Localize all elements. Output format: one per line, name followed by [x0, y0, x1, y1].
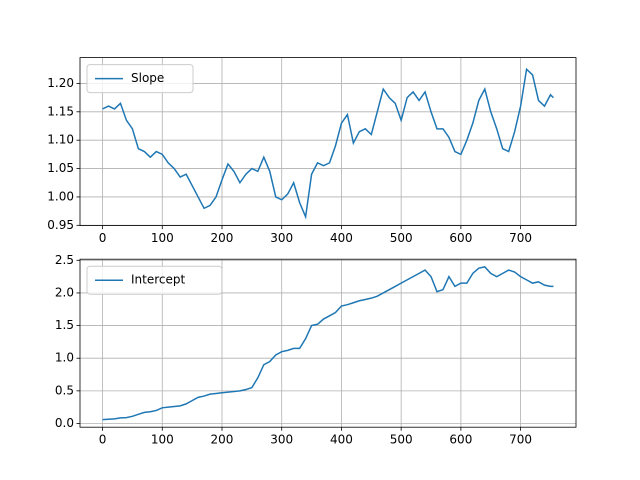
axes: 0 100 200 300 400 500 600 700 0.95 1.00 1.05 1.10 1.…	[47, 57, 577, 245]
x-tick-label: 700	[509, 433, 532, 447]
y-tick-label: 1.10	[47, 133, 74, 147]
legend-label: Intercept	[131, 273, 186, 287]
data-line	[102, 67, 554, 220]
y-tick-label: 1.05	[47, 161, 74, 175]
y-tick-label: 0.0	[55, 416, 74, 430]
y-tick-label: 2.5	[55, 253, 74, 267]
legend: Intercept	[86, 265, 223, 295]
x-tick-label: 400	[330, 433, 353, 447]
axes-frame	[79, 57, 577, 226]
y-tick-label: 1.00	[47, 189, 74, 203]
y-tick-label: 1.15	[47, 104, 74, 118]
x-tick-label: 300	[270, 231, 293, 245]
axes-frame	[79, 258, 577, 428]
y-tick-label: 1.5	[55, 318, 74, 332]
x-tick-label: 600	[449, 231, 472, 245]
x-tick-label: 200	[211, 231, 234, 245]
x-tick-label: 400	[330, 231, 353, 245]
y-tick-label: 0.95	[47, 218, 74, 232]
x-tick-label: 200	[211, 433, 234, 447]
x-tick-label: 0	[99, 433, 107, 447]
y-tick-label: 1.0	[55, 351, 74, 365]
legend-label: Slope	[131, 71, 164, 85]
x-tick-label: 500	[390, 433, 413, 447]
x-tick-label: 100	[151, 433, 174, 447]
data-line	[102, 266, 554, 421]
axes: 0 100 200 300 400 500 600 700 0.0 0.5 1.0 1.5 2.0 2.5…	[55, 253, 577, 447]
y-tick-label: 1.20	[47, 76, 74, 90]
x-tick-label: 500	[390, 231, 413, 245]
x-tick-label: 0	[99, 231, 107, 245]
x-tick-label: 300	[270, 433, 293, 447]
legend: Slope	[86, 64, 194, 94]
y-tick-label: 0.5	[55, 383, 74, 397]
legend-box	[86, 64, 194, 94]
x-tick-label: 100	[151, 231, 174, 245]
x-tick-label: 600	[449, 433, 472, 447]
y-tick-label: 2.0	[55, 285, 74, 299]
x-tick-label: 700	[509, 231, 532, 245]
legend-box	[86, 265, 223, 295]
